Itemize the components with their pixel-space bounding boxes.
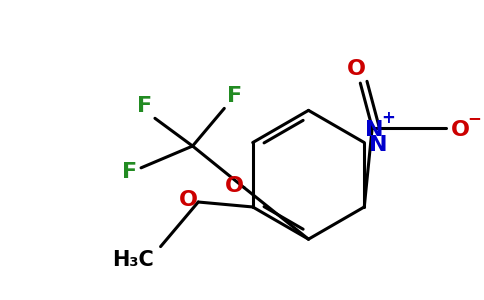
Text: H₃C: H₃C xyxy=(112,250,154,271)
Text: F: F xyxy=(121,162,137,182)
Text: +: + xyxy=(381,109,395,127)
Text: N: N xyxy=(369,135,388,155)
Text: O: O xyxy=(225,176,244,196)
Text: F: F xyxy=(227,86,242,106)
Text: O: O xyxy=(347,59,366,79)
Text: F: F xyxy=(137,96,152,116)
Text: N: N xyxy=(365,120,383,140)
Text: −: − xyxy=(467,109,481,127)
Text: O: O xyxy=(451,120,470,140)
Text: O: O xyxy=(179,190,198,210)
